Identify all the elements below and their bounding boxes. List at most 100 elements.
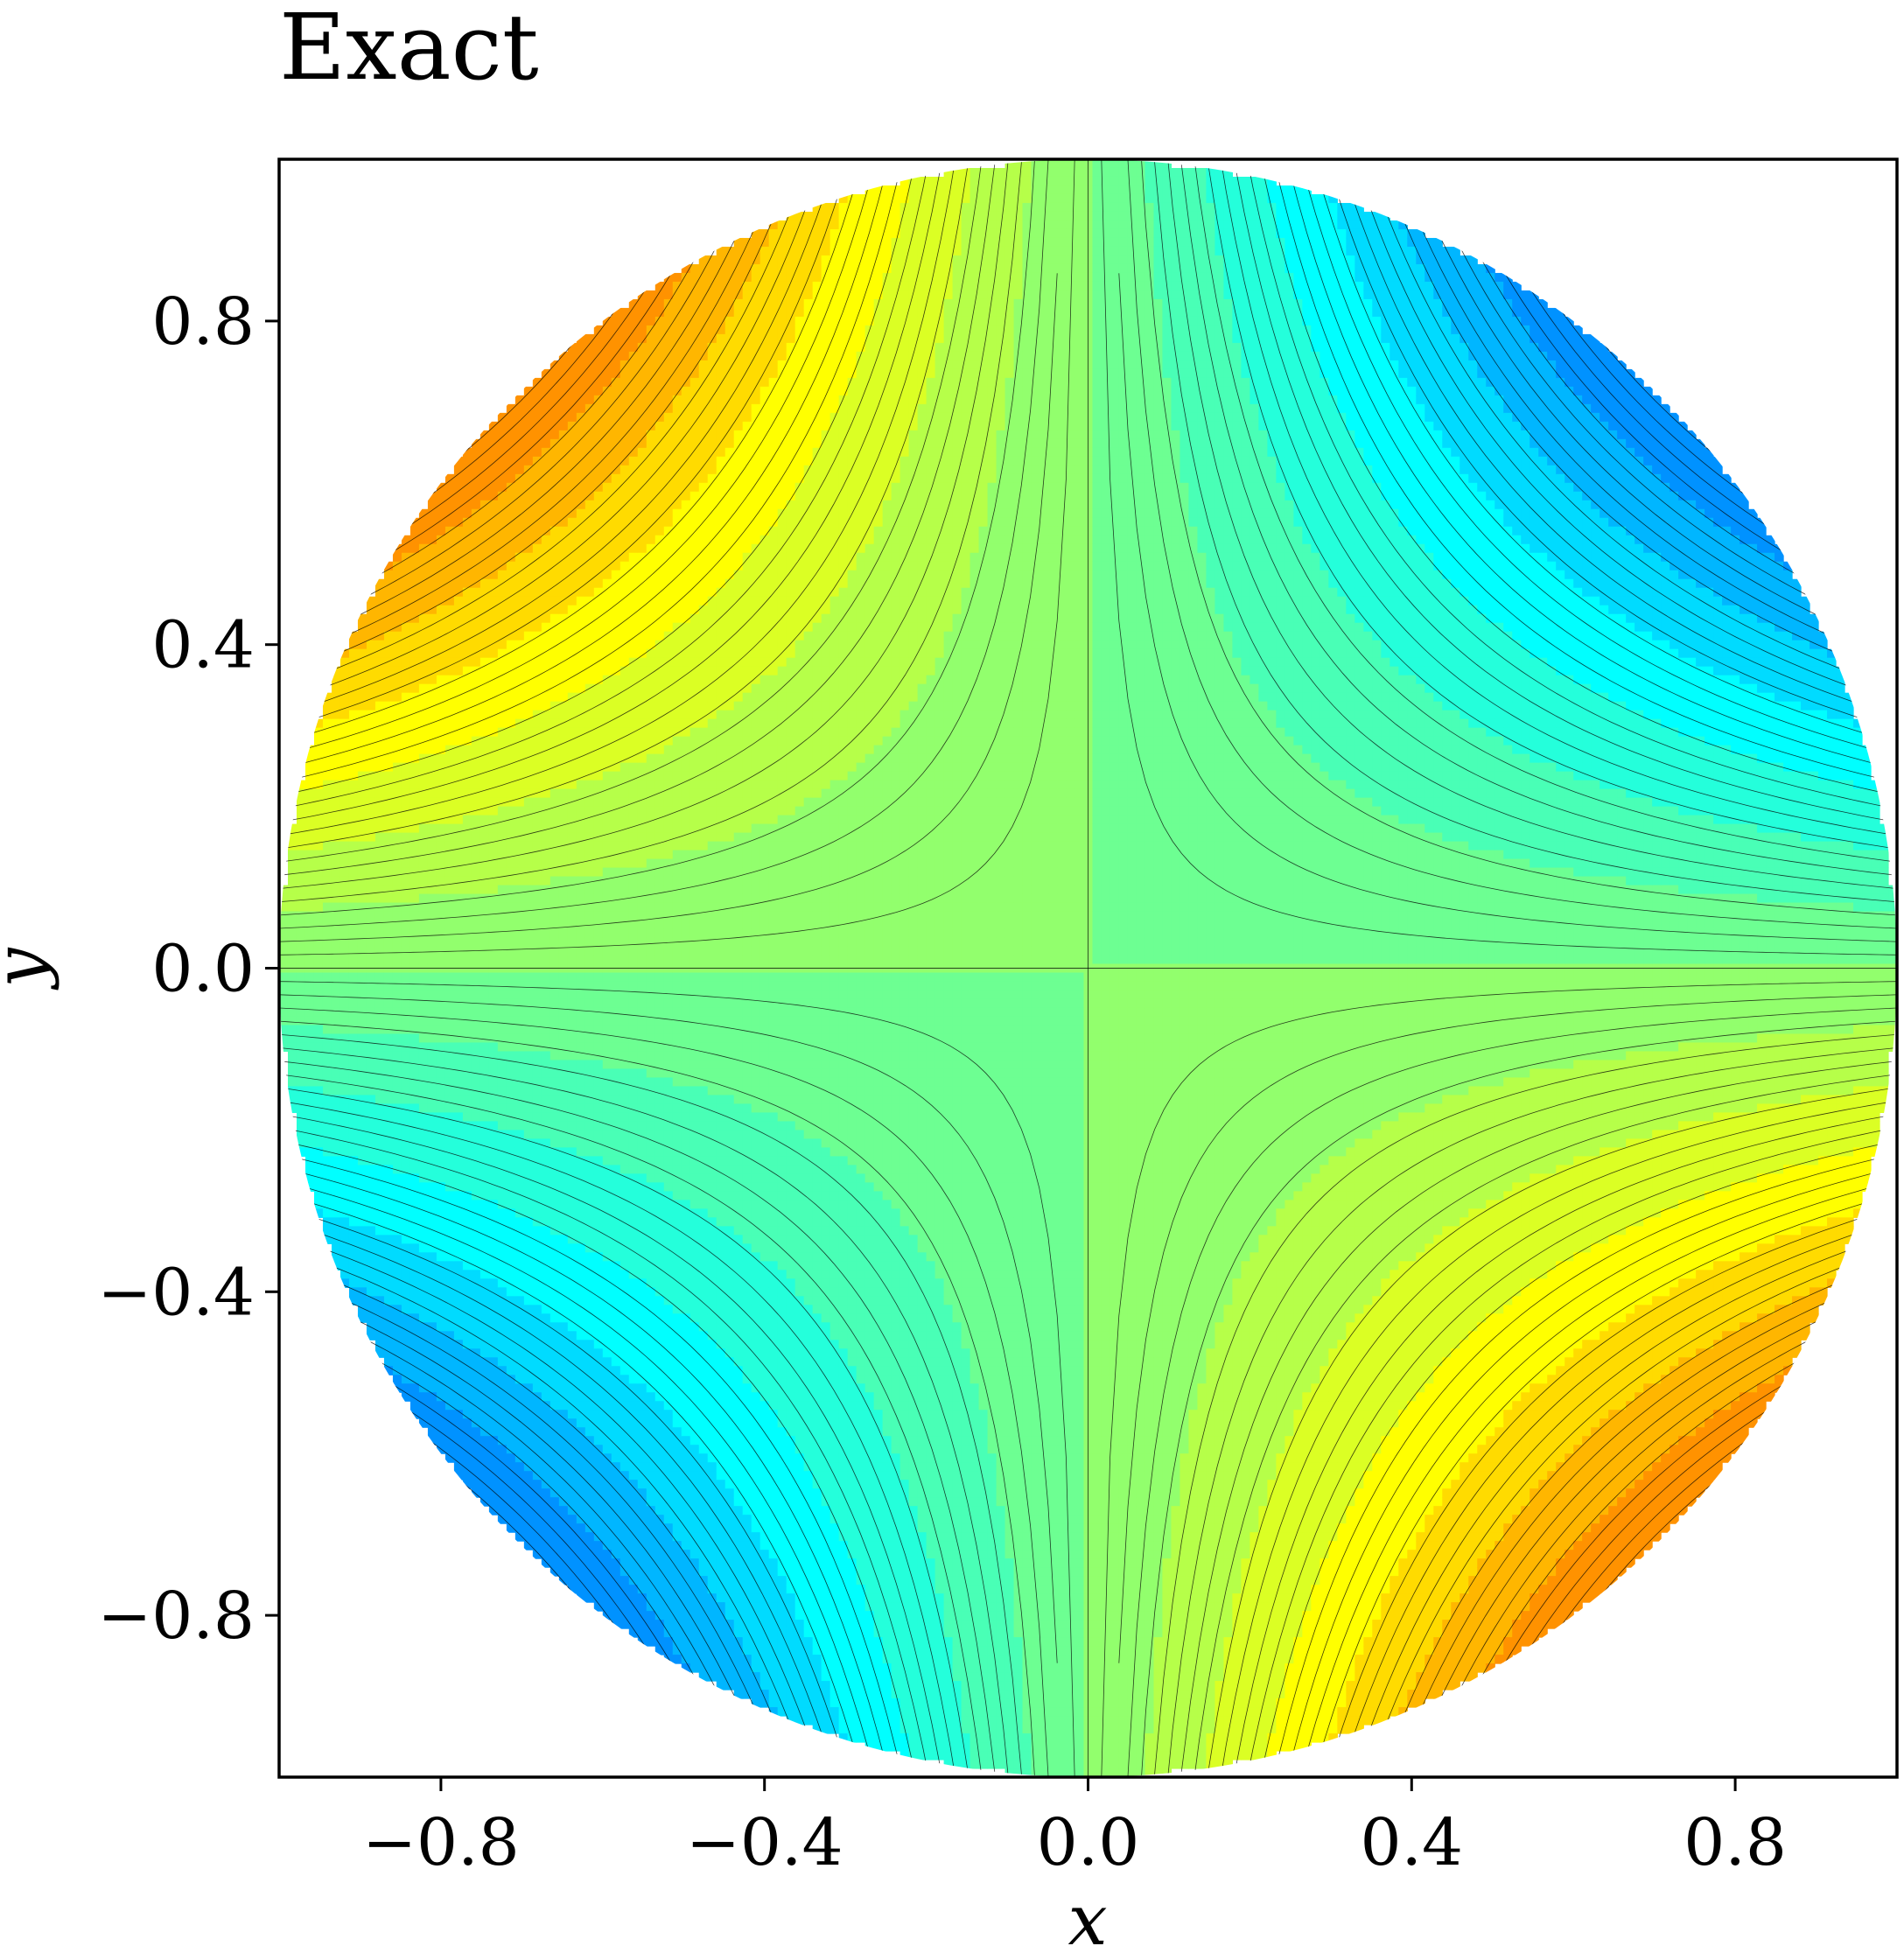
contour-cell xyxy=(550,413,560,423)
contour-cell xyxy=(655,299,665,309)
contour-cell xyxy=(454,1313,464,1323)
contour-cell xyxy=(288,868,298,878)
contour-cell xyxy=(410,606,420,615)
contour-cell xyxy=(655,833,665,843)
contour-cell xyxy=(297,1112,306,1122)
contour-cell xyxy=(585,998,595,1008)
contour-cell xyxy=(340,1243,350,1253)
contour-cell xyxy=(507,903,516,913)
contour-cell xyxy=(559,1322,569,1332)
contour-cell xyxy=(638,772,648,781)
contour-cell xyxy=(507,938,516,948)
contour-cell xyxy=(349,1086,359,1096)
contour-cell xyxy=(585,1173,595,1183)
contour-cell xyxy=(568,780,578,790)
contour-cell xyxy=(445,1103,455,1113)
contour-cell xyxy=(655,553,665,563)
contour-cell xyxy=(542,1147,551,1157)
contour-cell xyxy=(664,422,674,431)
contour-cell xyxy=(445,1322,455,1332)
contour-cell xyxy=(620,1471,630,1480)
contour-cell xyxy=(612,1550,621,1559)
contour-cell xyxy=(375,684,385,694)
contour-cell xyxy=(384,1051,394,1060)
contour-cell xyxy=(367,1025,376,1034)
contour-cell xyxy=(358,780,368,790)
contour-cell xyxy=(638,1331,648,1340)
contour-cell xyxy=(498,886,508,895)
contour-cell xyxy=(664,676,674,685)
contour-cell xyxy=(533,632,542,641)
contour-cell xyxy=(393,1261,402,1270)
contour-cell xyxy=(533,1165,542,1174)
contour-cell xyxy=(594,1348,604,1358)
contour-cell xyxy=(288,956,298,965)
contour-cell xyxy=(454,1138,464,1148)
contour-cell xyxy=(428,1121,438,1130)
contour-cell xyxy=(419,868,429,878)
contour-cell xyxy=(577,886,586,895)
contour-cell xyxy=(577,334,586,344)
contour-cell xyxy=(577,632,586,641)
contour-cell xyxy=(393,1375,402,1384)
contour-cell xyxy=(664,640,674,650)
contour-cell xyxy=(524,824,534,834)
contour-cell xyxy=(568,422,578,431)
contour-cell xyxy=(349,956,359,965)
contour-cell xyxy=(533,527,542,536)
contour-cell xyxy=(332,772,341,781)
contour-cell xyxy=(472,1322,481,1332)
contour-cell xyxy=(454,1226,464,1236)
contour-cell xyxy=(314,1095,324,1104)
contour-cell xyxy=(340,737,350,746)
contour-cell xyxy=(612,894,621,904)
contour-cell xyxy=(419,1270,429,1279)
contour-cell xyxy=(568,1357,578,1367)
contour-cell xyxy=(402,1366,411,1376)
contour-cell xyxy=(384,710,394,720)
contour-cell xyxy=(480,973,490,983)
contour-cell xyxy=(454,640,464,650)
contour-cell xyxy=(577,1576,586,1586)
contour-cell xyxy=(629,1278,639,1288)
contour-cell xyxy=(533,1016,542,1026)
contour-cell xyxy=(612,798,621,808)
contour-cell xyxy=(585,1261,595,1270)
contour-cell xyxy=(542,772,551,781)
contour-cell xyxy=(594,579,604,589)
contour-cell xyxy=(323,1025,332,1034)
contour-cell xyxy=(603,1550,612,1559)
contour-cell xyxy=(577,1488,586,1498)
contour-cell xyxy=(655,1305,665,1314)
contour-cell xyxy=(410,702,420,711)
contour-cell xyxy=(612,1410,621,1419)
contour-cell xyxy=(305,763,315,773)
contour-cell xyxy=(559,1418,569,1428)
contour-cell xyxy=(542,1392,551,1402)
contour-cell xyxy=(419,1331,429,1340)
contour-cell xyxy=(454,1007,464,1017)
contour-cell xyxy=(533,1217,542,1227)
contour-cell xyxy=(489,430,499,440)
contour-cell xyxy=(664,998,674,1008)
contour-cell xyxy=(332,1033,341,1043)
contour-cell xyxy=(437,1226,446,1236)
contour-cell xyxy=(480,938,490,948)
contour-cell xyxy=(445,1331,455,1340)
contour-cell xyxy=(332,929,341,939)
contour-cell xyxy=(612,500,621,510)
contour-cell xyxy=(559,1077,569,1087)
contour-cell xyxy=(629,1270,639,1279)
contour-cell xyxy=(638,920,648,930)
contour-cell xyxy=(594,1340,604,1349)
contour-cell xyxy=(533,413,542,423)
contour-cell xyxy=(428,947,438,956)
contour-cell xyxy=(305,1016,315,1026)
contour-cell xyxy=(489,1488,499,1498)
contour-cell xyxy=(533,920,542,930)
contour-cell xyxy=(647,859,656,869)
contour-cell xyxy=(568,1025,578,1034)
contour-cell xyxy=(507,816,516,825)
contour-cell xyxy=(489,737,499,746)
contour-cell xyxy=(410,956,420,965)
